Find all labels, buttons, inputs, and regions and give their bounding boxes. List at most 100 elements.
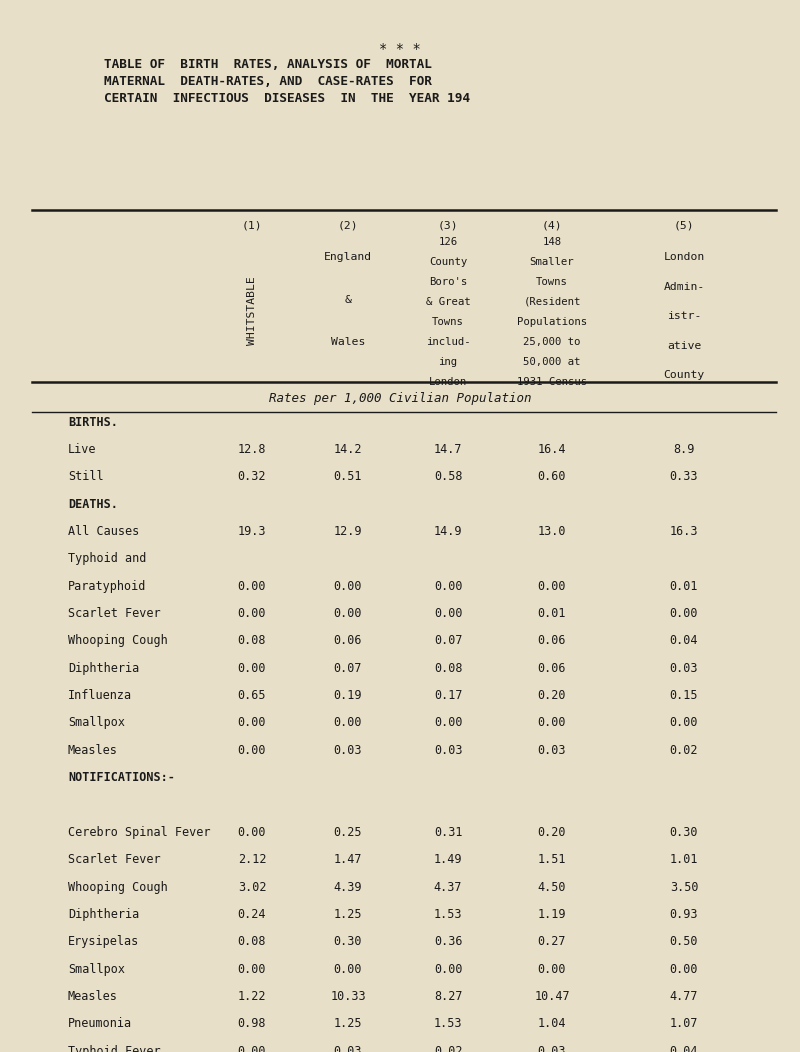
Text: (1): (1)	[242, 221, 262, 231]
Text: 1.51: 1.51	[538, 853, 566, 866]
Text: 0.01: 0.01	[670, 580, 698, 592]
Text: DEATHS.: DEATHS.	[68, 498, 118, 510]
Text: WHITSTABLE: WHITSTABLE	[247, 276, 257, 345]
Text: ative: ative	[667, 341, 701, 351]
Text: 1.49: 1.49	[434, 853, 462, 866]
Text: 0.17: 0.17	[434, 689, 462, 702]
Text: 1.53: 1.53	[434, 908, 462, 920]
Text: Still: Still	[68, 470, 104, 483]
Text: &: &	[345, 295, 351, 305]
Text: 14.2: 14.2	[334, 443, 362, 456]
Text: 0.00: 0.00	[538, 963, 566, 975]
Text: Admin-: Admin-	[663, 282, 705, 292]
Text: 0.00: 0.00	[434, 607, 462, 620]
Text: 0.03: 0.03	[434, 744, 462, 756]
Text: 0.98: 0.98	[238, 1017, 266, 1030]
Text: 1.47: 1.47	[334, 853, 362, 866]
Text: 1.53: 1.53	[434, 1017, 462, 1030]
Text: 12.9: 12.9	[334, 525, 362, 538]
Text: Towns: Towns	[432, 317, 464, 327]
Text: 0.25: 0.25	[334, 826, 362, 838]
Text: 0.31: 0.31	[434, 826, 462, 838]
Text: Scarlet Fever: Scarlet Fever	[68, 853, 161, 866]
Text: Smaller: Smaller	[530, 257, 574, 267]
Text: 1.25: 1.25	[334, 1017, 362, 1030]
Text: 0.00: 0.00	[238, 716, 266, 729]
Text: includ-: includ-	[426, 337, 470, 347]
Text: 4.77: 4.77	[670, 990, 698, 1003]
Text: 50,000 at: 50,000 at	[523, 357, 581, 367]
Text: Pneumonia: Pneumonia	[68, 1017, 132, 1030]
Text: 0.51: 0.51	[334, 470, 362, 483]
Text: Typhoid and: Typhoid and	[68, 552, 146, 565]
Text: 0.50: 0.50	[670, 935, 698, 948]
Text: 0.04: 0.04	[670, 634, 698, 647]
Text: 25,000 to: 25,000 to	[523, 337, 581, 347]
Text: (2): (2)	[338, 221, 358, 231]
Text: 0.00: 0.00	[334, 580, 362, 592]
Text: Typhoid Fever: Typhoid Fever	[68, 1045, 161, 1052]
Text: London: London	[429, 377, 467, 387]
Text: Boro's: Boro's	[429, 277, 467, 287]
Text: 148: 148	[542, 237, 562, 247]
Text: 1.19: 1.19	[538, 908, 566, 920]
Text: 0.15: 0.15	[670, 689, 698, 702]
Text: 0.19: 0.19	[334, 689, 362, 702]
Text: Measles: Measles	[68, 990, 118, 1003]
Text: 0.00: 0.00	[334, 607, 362, 620]
Text: 0.60: 0.60	[538, 470, 566, 483]
Text: 14.9: 14.9	[434, 525, 462, 538]
Text: 4.39: 4.39	[334, 881, 362, 893]
Text: 1.04: 1.04	[538, 1017, 566, 1030]
Text: ing: ing	[438, 357, 458, 367]
Text: 10.47: 10.47	[534, 990, 570, 1003]
Text: 0.00: 0.00	[538, 716, 566, 729]
Text: 0.58: 0.58	[434, 470, 462, 483]
Text: 1.22: 1.22	[238, 990, 266, 1003]
Text: NOTIFICATIONS:-: NOTIFICATIONS:-	[68, 771, 175, 784]
Text: 0.00: 0.00	[434, 716, 462, 729]
Text: 0.06: 0.06	[538, 662, 566, 674]
Text: Smallpox: Smallpox	[68, 716, 125, 729]
Text: * * *: * * *	[379, 42, 421, 56]
Text: Wales: Wales	[331, 337, 365, 347]
Text: 0.07: 0.07	[434, 634, 462, 647]
Text: 4.37: 4.37	[434, 881, 462, 893]
Text: 0.00: 0.00	[238, 744, 266, 756]
Text: 0.00: 0.00	[434, 580, 462, 592]
Text: 14.7: 14.7	[434, 443, 462, 456]
Text: County: County	[663, 370, 705, 381]
Text: 16.3: 16.3	[670, 525, 698, 538]
Text: 1.01: 1.01	[670, 853, 698, 866]
Text: 8.27: 8.27	[434, 990, 462, 1003]
Text: 0.36: 0.36	[434, 935, 462, 948]
Text: Measles: Measles	[68, 744, 118, 756]
Text: 0.27: 0.27	[538, 935, 566, 948]
Text: 0.93: 0.93	[670, 908, 698, 920]
Text: (5): (5)	[674, 221, 694, 231]
Text: 0.00: 0.00	[434, 963, 462, 975]
Text: London: London	[663, 252, 705, 263]
Text: (4): (4)	[542, 221, 562, 231]
Text: 4.50: 4.50	[538, 881, 566, 893]
Text: 0.08: 0.08	[238, 935, 266, 948]
Text: 3.50: 3.50	[670, 881, 698, 893]
Text: 0.03: 0.03	[538, 744, 566, 756]
Text: 0.03: 0.03	[334, 744, 362, 756]
Text: All Causes: All Causes	[68, 525, 139, 538]
Text: Scarlet Fever: Scarlet Fever	[68, 607, 161, 620]
Text: 0.00: 0.00	[238, 1045, 266, 1052]
Text: 0.33: 0.33	[670, 470, 698, 483]
Text: 0.08: 0.08	[238, 634, 266, 647]
Text: 0.06: 0.06	[538, 634, 566, 647]
Text: 0.30: 0.30	[334, 935, 362, 948]
Text: 19.3: 19.3	[238, 525, 266, 538]
Text: & Great: & Great	[426, 297, 470, 307]
Text: 0.00: 0.00	[670, 963, 698, 975]
Text: Diphtheria: Diphtheria	[68, 662, 139, 674]
Text: 0.04: 0.04	[670, 1045, 698, 1052]
Text: Smallpox: Smallpox	[68, 963, 125, 975]
Text: England: England	[324, 252, 372, 263]
Text: 12.8: 12.8	[238, 443, 266, 456]
Text: 16.4: 16.4	[538, 443, 566, 456]
